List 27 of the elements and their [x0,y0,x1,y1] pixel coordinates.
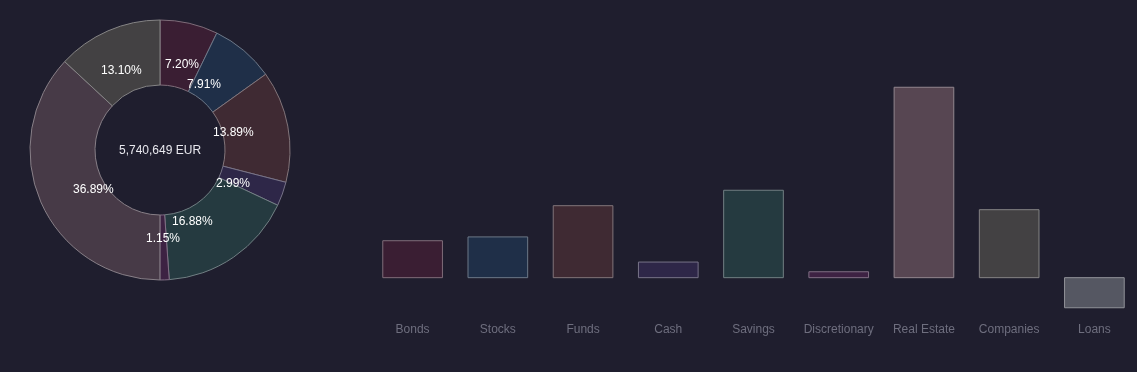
data-label: 7.20% [165,57,200,71]
x-tick-label: Cash [654,322,683,336]
bar [382,240,443,279]
bar [467,236,529,279]
data-label: 7.91% [187,77,222,91]
x-tick-label: Funds [566,322,600,336]
data-label: 1.15% [146,231,181,245]
x-tick-label: Stocks [479,322,516,336]
x-tick-label: Companies [978,322,1040,336]
x-tick-label: Real Estate [892,322,956,336]
x-tick-label: Bonds [395,322,430,336]
bar [978,209,1040,279]
x-tick-label: Loans [1078,322,1111,336]
data-label: 2.99% [216,176,251,190]
bar [1064,277,1125,309]
bar [552,205,614,279]
data-label: 16.88% [172,214,214,228]
x-tick-label: Discretionary [803,322,874,336]
data-label: 13.10% [101,63,143,77]
data-label: 13.89% [213,125,255,139]
bar [893,86,955,279]
x-tick-label: Savings [732,322,775,336]
bar [637,261,699,279]
data-label: 36.89% [73,182,115,196]
text: 5,740,649 EUR [119,143,202,157]
bar [808,271,870,279]
bar [723,189,784,279]
